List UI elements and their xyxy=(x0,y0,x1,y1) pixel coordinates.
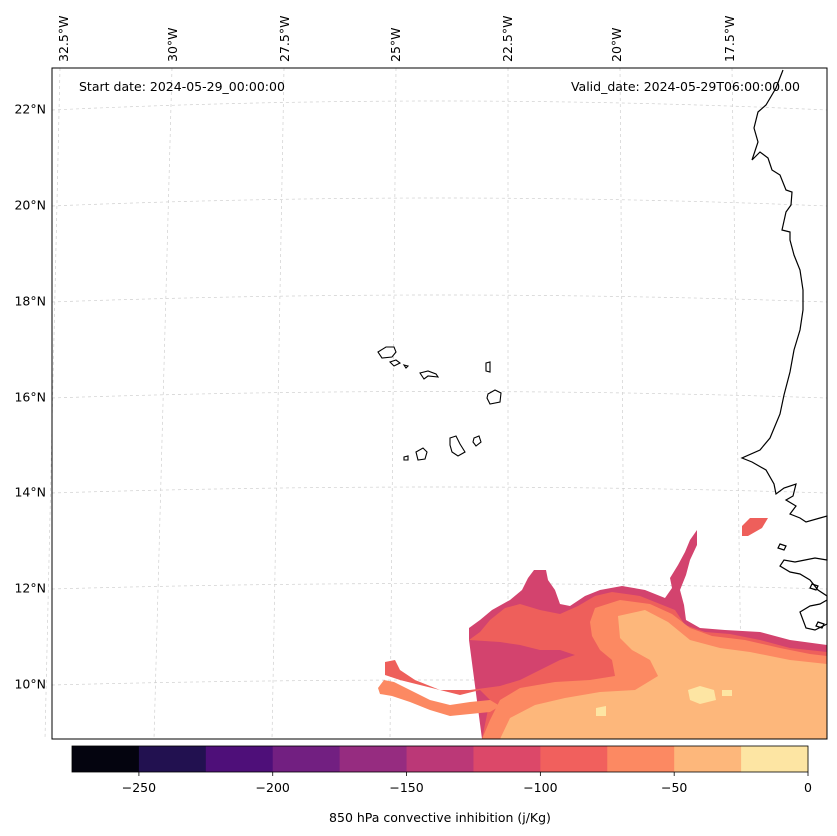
colorbar-swatch xyxy=(72,746,140,772)
contour-band-minus50 xyxy=(500,610,827,739)
contour-band-minus25 xyxy=(688,686,716,704)
lon-label: 17.5°W xyxy=(722,16,737,62)
lon-label: 32.5°W xyxy=(56,16,71,62)
map-frame xyxy=(51,67,828,740)
gridline-12n xyxy=(51,583,828,590)
colorbar-ticks: −250 −200 −150 −100 −50 0 xyxy=(122,772,812,795)
lon-label: 25°W xyxy=(388,27,403,62)
colorbar-swatch xyxy=(406,746,474,772)
lat-label: 22°N xyxy=(14,102,46,117)
island-santo-antao xyxy=(377,346,397,359)
gridline-17-5w xyxy=(731,67,743,740)
colorbar-swatch xyxy=(272,746,341,772)
lon-label: 20°W xyxy=(609,27,624,62)
contour-patch-coast xyxy=(742,518,768,536)
contour-patch-pale-3 xyxy=(722,690,732,696)
colorbar-swatch xyxy=(540,746,608,772)
gridline-16n xyxy=(51,391,828,399)
colorbar-frame xyxy=(71,745,809,773)
colorbar-tick-label: −100 xyxy=(523,780,557,795)
island-maio xyxy=(472,435,482,447)
lat-label: 16°N xyxy=(14,390,46,405)
island-fogo xyxy=(415,447,428,461)
lon-label: 27.5°W xyxy=(277,16,292,62)
gridline-27-5w xyxy=(271,67,285,740)
gridline-25w xyxy=(389,67,397,740)
colorbar-swatches xyxy=(72,746,809,772)
colorbar-swatch xyxy=(339,746,408,772)
island-boa-vista xyxy=(486,389,502,405)
cape-verde-islands xyxy=(377,346,502,461)
lat-label: 18°N xyxy=(14,294,46,309)
contour-patch-west xyxy=(378,680,500,716)
colorbar: −250 −200 −150 −100 −50 0 850 hPa convective … xyxy=(71,745,812,825)
island-sao-vicente xyxy=(388,359,402,367)
gridline-14n xyxy=(51,486,828,494)
colorbar-tick-label: −150 xyxy=(389,780,423,795)
lat-label: 12°N xyxy=(14,581,46,596)
colorbar-tick-label: −250 xyxy=(122,780,156,795)
gridline-10n xyxy=(51,679,828,686)
island-santiago xyxy=(449,435,466,457)
lat-label: 10°N xyxy=(14,677,46,692)
gridline-30w xyxy=(153,67,173,740)
valid-date: Valid_date: 2024-05-29T06:00:00.00 xyxy=(571,79,800,94)
map-panel: Start date: 2024-05-29_00:00:00 Valid_da… xyxy=(44,67,828,740)
latitude-labels: 22°N 20°N 18°N 16°N 14°N 12°N 10°N xyxy=(14,102,46,692)
colorbar-tick-label: −50 xyxy=(661,780,687,795)
colorbar-swatch xyxy=(138,746,207,772)
cin-contours xyxy=(378,518,827,739)
island-santa-luzia xyxy=(402,364,410,369)
colorbar-swatch xyxy=(205,746,274,772)
lat-label: 20°N xyxy=(14,198,46,213)
contour-patch-pale-2 xyxy=(596,706,606,716)
gridline-18n xyxy=(51,294,828,303)
graticule xyxy=(44,67,828,740)
colorbar-tick-label: 0 xyxy=(804,780,812,795)
lon-label: 30°W xyxy=(165,27,180,62)
colorbar-swatch xyxy=(473,746,541,772)
colorbar-swatch xyxy=(674,746,742,772)
bissagos-islands xyxy=(777,543,825,629)
lon-label: 22.5°W xyxy=(500,16,515,62)
african-coastline xyxy=(740,69,828,631)
colorbar-swatch xyxy=(607,746,675,772)
island-sal xyxy=(485,361,491,373)
start-date: Start date: 2024-05-29_00:00:00 xyxy=(79,79,285,94)
lat-label: 14°N xyxy=(14,485,46,500)
colorbar-swatch xyxy=(741,746,809,772)
island-sao-nicolau xyxy=(419,370,440,380)
gridline-22n xyxy=(51,100,828,111)
gridline-20n xyxy=(51,197,828,207)
gridline-32-5w xyxy=(44,67,61,740)
colorbar-tick-label: −200 xyxy=(256,780,290,795)
colorbar-label: 850 hPa convective inhibition (j/Kg) xyxy=(329,810,551,825)
island-brava xyxy=(403,455,409,461)
longitude-labels: 32.5°W 30°W 27.5°W 25°W 22.5°W 20°W 17.5… xyxy=(56,16,737,62)
